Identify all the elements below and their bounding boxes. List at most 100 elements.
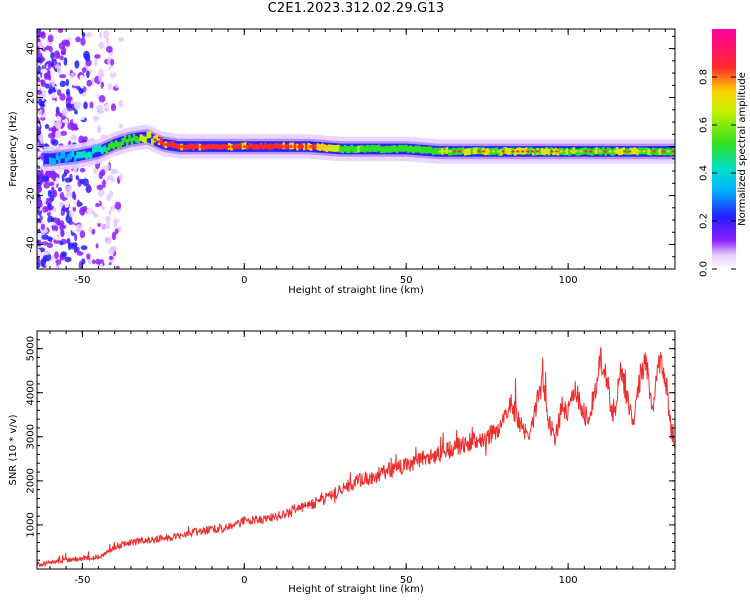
noise-speck	[37, 239, 40, 244]
ridge-cell	[552, 148, 555, 156]
ridge-cell	[606, 147, 610, 154]
ridge-cell	[209, 144, 213, 150]
noise-speck	[55, 259, 62, 266]
ridge-cell	[352, 146, 356, 154]
ridge-cell	[377, 144, 381, 152]
ridge-cell	[393, 145, 397, 152]
y-tick-label: -40	[26, 236, 37, 252]
ridge-cell	[171, 141, 174, 148]
noise-speck	[91, 228, 96, 235]
noise-speck	[78, 113, 86, 121]
ridge-peak-cell	[297, 145, 301, 148]
ridge-peak-cell	[608, 150, 612, 153]
ridge-cell	[128, 134, 131, 142]
ridge-cell	[420, 146, 424, 154]
ridge-cell	[144, 136, 147, 144]
ridge-cell	[479, 147, 483, 155]
noise-speck	[51, 186, 55, 193]
ridge-cell	[665, 148, 669, 156]
noise-speck	[40, 223, 46, 231]
noise-speck	[79, 206, 86, 216]
ridge-cell	[339, 145, 342, 153]
ridge-cell	[89, 152, 93, 159]
ridge-cell	[55, 153, 59, 160]
ridge-peak-cell	[598, 150, 602, 153]
noise-speck	[65, 185, 72, 192]
ridge-cell	[364, 145, 367, 153]
ridge-peak-cell	[235, 145, 238, 148]
ridge-cell	[611, 149, 614, 156]
ridge-peak-cell	[246, 145, 250, 148]
ridge-cell	[615, 147, 619, 154]
noise-speck	[52, 36, 58, 44]
ridge-cell	[71, 150, 75, 157]
ridge-peak-cell	[208, 145, 211, 148]
noise-speck	[41, 125, 46, 133]
noise-speck	[59, 223, 64, 231]
ridge-peak-cell	[157, 140, 161, 143]
ridge-peak-cell	[492, 150, 495, 153]
ridge-peak-cell	[501, 150, 505, 153]
ridge-cell	[645, 147, 648, 155]
ridge-cell	[266, 144, 270, 150]
ridge-peak-cell	[550, 150, 554, 153]
noise-speck	[114, 228, 119, 235]
noise-speck	[47, 34, 54, 43]
noise-speck	[50, 51, 55, 60]
ridge-cell	[107, 143, 111, 151]
ridge-cell	[103, 145, 106, 152]
ridge-cell	[51, 158, 54, 166]
ridge-peak-cell	[270, 145, 273, 148]
noise-speck	[83, 101, 88, 109]
ridge-peak-cell	[188, 145, 192, 148]
noise-speck	[56, 77, 61, 85]
noise-speck	[56, 217, 61, 226]
ridge-cell	[318, 144, 322, 151]
ridge-peak-cell	[477, 150, 481, 153]
noise-speck	[57, 187, 63, 192]
noise-speck	[96, 62, 102, 69]
ridge-cell	[58, 156, 61, 163]
noise-speck	[103, 30, 110, 39]
ridge-cell	[330, 144, 333, 152]
ridge-peak-cell	[521, 150, 525, 153]
noise-speck	[51, 202, 59, 207]
ridge-peak-cell	[642, 150, 646, 153]
noise-speck	[104, 235, 112, 245]
ridge-cell	[175, 143, 179, 149]
spectrogram-plot-area	[37, 29, 675, 269]
noise-speck	[55, 130, 62, 139]
ridge-cell	[350, 144, 354, 152]
noise-speck	[44, 206, 50, 212]
noise-speck	[72, 193, 77, 200]
ridge-cell	[123, 135, 127, 143]
ridge-cell	[182, 144, 186, 150]
noise-speck	[118, 123, 124, 129]
ridge-peak-cell	[516, 150, 520, 153]
y-tick-label: 4000	[26, 380, 37, 405]
noise-speck	[51, 210, 55, 218]
ridge-peak-cell	[657, 150, 661, 153]
noise-speck	[78, 135, 85, 144]
y-tick-label: 1000	[26, 512, 37, 537]
noise-speck	[65, 191, 73, 198]
ridge-cell	[563, 148, 567, 156]
spectrogram-x-axis-label: Height of straight line (km)	[288, 285, 424, 296]
ridge-peak-cell	[278, 145, 281, 148]
noise-speck	[111, 177, 115, 182]
ridge-peak-cell	[239, 145, 242, 148]
noise-speck	[90, 248, 96, 256]
noise-speck	[52, 225, 59, 232]
noise-speck	[41, 241, 49, 246]
noise-speck	[44, 101, 50, 107]
ridge-cell	[53, 158, 57, 166]
noise-speck	[95, 202, 100, 208]
ridge-cell	[205, 144, 208, 150]
noise-speck	[57, 29, 63, 33]
noise-speck	[59, 241, 64, 246]
ridge-cell	[119, 141, 122, 149]
noise-speck	[98, 31, 102, 39]
noise-speck	[49, 99, 57, 105]
ridge-cell	[670, 148, 673, 156]
ridge-cell	[237, 143, 240, 150]
